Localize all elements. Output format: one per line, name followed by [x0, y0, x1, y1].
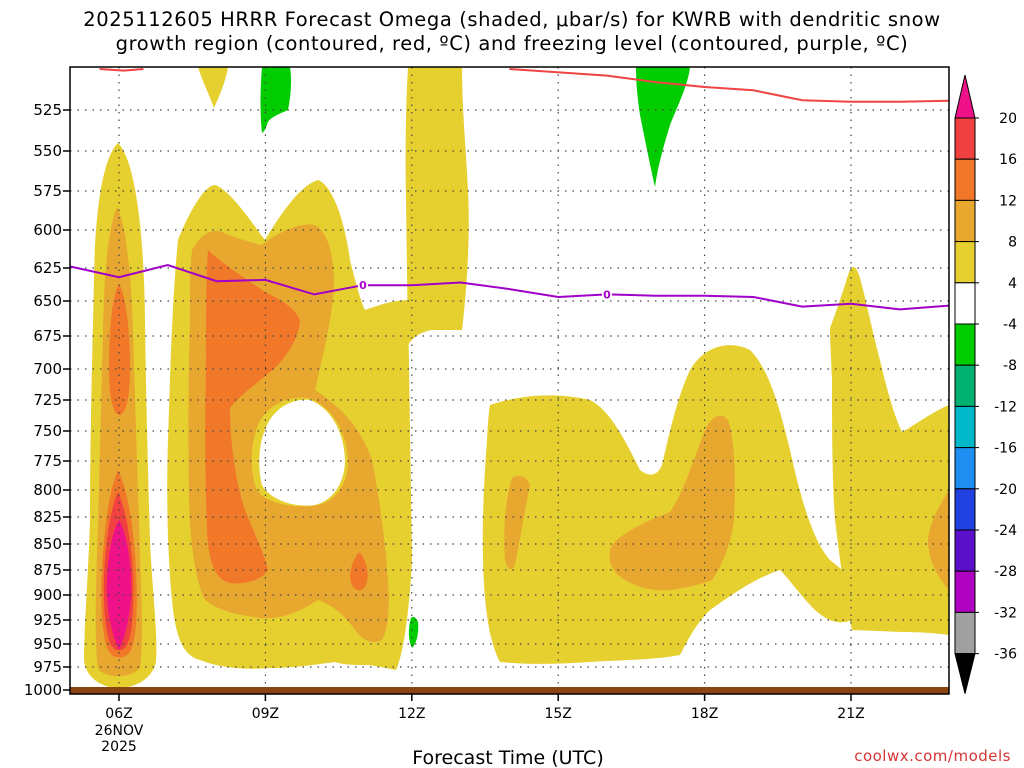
omega-21z-level-4: [830, 267, 949, 635]
colorbar-label: -32: [994, 605, 1017, 621]
colorbar-bin: [954, 611, 976, 655]
colorbar-bin: [954, 199, 976, 243]
y-tick-label-750: 750: [33, 422, 62, 440]
x-tick-label-12Z: 12Z: [398, 706, 425, 722]
colorbar-label: 12: [999, 193, 1017, 209]
omega-12z-level-4: [405, 67, 469, 345]
colorbar-label: -16: [994, 441, 1017, 457]
colorbar-label: 8: [1008, 235, 1017, 251]
colorbar-label: -20: [994, 482, 1017, 498]
freezing-level-line: [70, 263, 949, 311]
omega-descent-17z: [636, 67, 690, 187]
y-tick-label-575: 575: [33, 182, 62, 200]
freezing-level-labels: 00: [358, 278, 612, 301]
y-tick-label-900: 900: [33, 586, 62, 604]
colorbar-bin: [954, 117, 976, 160]
omega-descent-10z: [260, 67, 292, 133]
credit-text: coolwx.com/models: [854, 747, 1011, 765]
omega-16z-level-8: [504, 475, 530, 570]
colorbar-label: 4: [1008, 276, 1017, 292]
y-tick-label-775: 775: [33, 452, 62, 470]
freezing-level-label: 0: [359, 279, 367, 292]
omega-region-09z: [167, 180, 412, 670]
x-tick-sublabel: 2025: [101, 739, 137, 755]
chart-title-line-1: 2025112605 HRRR Forecast Omega (shaded, …: [83, 8, 941, 31]
plot-frame: [69, 66, 950, 695]
x-tick-sublabel: 26NOV: [95, 723, 144, 739]
y-tick-label-675: 675: [33, 327, 62, 345]
omega-shading: [84, 67, 949, 688]
omega-06z-level-12: [109, 284, 130, 415]
colorbar-label: -4: [1003, 317, 1017, 333]
freezing-level-label: 0: [603, 288, 611, 301]
y-tick-label-1000: 1000: [24, 681, 62, 699]
y-tick-label-725: 725: [33, 391, 62, 409]
omega-descent-regions: [260, 67, 690, 648]
colorbar: 20 16 12 8 4 -4 -8 -12 -16 -20 -24 -28 -32 -36: [954, 74, 1017, 694]
colorbar-bin: [954, 364, 976, 407]
omega-16z-level-4: [482, 345, 852, 664]
dendritic-growth-line-left: [99, 68, 144, 72]
freezing-label-bg: [602, 287, 612, 301]
omega-region-06z: [84, 143, 157, 688]
y-axis: 525 550 575 600 625 650 675 700 725 750 775 800 825 8…: [24, 101, 70, 699]
omega-region-16z: [482, 345, 852, 664]
y-tick-label-650: 650: [33, 292, 62, 310]
omega-17z-level-8: [609, 415, 735, 591]
colorbar-label: -28: [994, 564, 1017, 580]
y-tick-label-600: 600: [33, 221, 62, 239]
omega-region-21z: [830, 267, 949, 635]
colorbar-bin: [954, 529, 976, 572]
omega-09z-level-12: [205, 250, 300, 584]
colorbar-bin: [954, 282, 976, 325]
colorbar-label: 16: [999, 152, 1017, 168]
colorbar-label: 20: [999, 111, 1017, 127]
colorbar-bin-bottom: [954, 653, 976, 694]
omega-descent-12z-low: [408, 617, 419, 648]
colorbar-bin-top: [954, 74, 976, 119]
y-tick-label-950: 950: [33, 635, 62, 653]
y-tick-label-875: 875: [33, 561, 62, 579]
x-axis-title: Forecast Time (UTC): [412, 747, 603, 768]
y-tick-label-850: 850: [33, 535, 62, 553]
colorbar-label: -24: [994, 523, 1017, 539]
colorbar-bin: [954, 158, 976, 201]
freezing-label-bg: [358, 278, 368, 292]
omega-09z-level-12-small: [350, 552, 368, 591]
colorbar-label: -8: [1003, 358, 1017, 374]
y-tick-label-525: 525: [33, 101, 62, 119]
x-tick-label-09Z: 09Z: [252, 706, 279, 722]
surface-band: [70, 687, 949, 694]
y-tick-label-800: 800: [33, 481, 62, 499]
x-tick-label-21Z: 21Z: [837, 706, 864, 722]
x-tick-label-06Z: 06Z: [105, 706, 132, 722]
colorbar-bin: [954, 447, 976, 490]
colorbar-bin: [954, 488, 976, 531]
y-tick-label-825: 825: [33, 508, 62, 526]
colorbar-bin: [954, 241, 976, 284]
y-tick-label-925: 925: [33, 611, 62, 629]
colorbar-label: -36: [994, 647, 1017, 663]
x-tick-label-18Z: 18Z: [691, 706, 718, 722]
x-tick-label-15Z: 15Z: [544, 706, 571, 722]
omega-23z-level-8: [928, 490, 949, 590]
dendritic-growth-line-right: [509, 68, 949, 103]
colorbar-bin: [954, 570, 976, 613]
colorbar-bin: [954, 323, 976, 366]
colorbar-bin: [954, 405, 976, 449]
omega-top-level-4: [198, 67, 228, 108]
colorbar-label: -12: [994, 399, 1017, 415]
y-tick-label-700: 700: [33, 360, 62, 378]
y-tick-label-625: 625: [33, 259, 62, 277]
y-tick-label-975: 975: [33, 658, 62, 676]
y-tick-label-550: 550: [33, 142, 62, 160]
chart-title-line-2: growth region (contoured, red, ºC) and f…: [115, 32, 909, 55]
omega-region-12z: [198, 67, 469, 345]
